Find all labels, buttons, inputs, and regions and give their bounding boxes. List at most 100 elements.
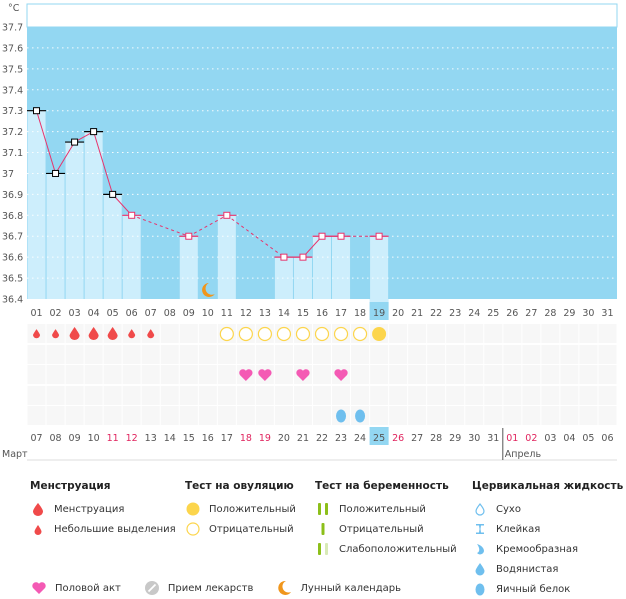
event-cell bbox=[446, 406, 465, 425]
y-tick-label: 37.6 bbox=[2, 43, 23, 54]
legend-ovulation: Тест на овуляцию Положительный Отрицател… bbox=[185, 480, 296, 539]
temp-line-segment bbox=[188, 214, 228, 237]
date-label: 31 bbox=[487, 433, 499, 444]
event-cell bbox=[179, 386, 198, 405]
event-cell bbox=[427, 345, 446, 364]
temp-bar bbox=[65, 142, 84, 299]
temp-line-segment bbox=[131, 214, 189, 237]
month-label: Март bbox=[2, 449, 28, 460]
event-cell bbox=[332, 386, 351, 405]
event-cell bbox=[351, 345, 370, 364]
date-label: 15 bbox=[183, 433, 195, 444]
event-cell bbox=[65, 386, 84, 405]
legend-item-spotting: Небольшие выделения bbox=[30, 519, 176, 539]
y-tick-label: 37.4 bbox=[2, 85, 23, 96]
menstruation-drop bbox=[69, 327, 80, 340]
event-cell bbox=[84, 386, 103, 405]
legend-title: Менструация bbox=[30, 480, 111, 492]
y-tick-label: 36.8 bbox=[2, 211, 23, 222]
event-cell bbox=[198, 345, 217, 364]
legend-cervical: Цервикальная жидкость Сухо Клейкая Кремо… bbox=[472, 480, 623, 599]
event-cell bbox=[503, 324, 522, 343]
event-cell bbox=[27, 345, 46, 364]
legend-label: Сухо bbox=[496, 503, 521, 515]
date-label: 11 bbox=[107, 433, 119, 444]
bbt-chart: 36.4 36.5 36.6 36.7 36.8 36.9 37 37.1 37.2 37.3 37… bbox=[2, 3, 618, 461]
event-cell bbox=[427, 386, 446, 405]
moon-icon bbox=[275, 580, 293, 596]
event-cell bbox=[179, 406, 198, 425]
egg-white-marker bbox=[355, 409, 366, 423]
event-cell bbox=[446, 345, 465, 364]
ovulation-negative bbox=[276, 326, 292, 342]
legend-title: Тест на овуляцию bbox=[185, 480, 294, 492]
blood-drop-large-icon bbox=[30, 502, 46, 516]
highlight-cell bbox=[369, 302, 389, 320]
empty-drop-icon bbox=[472, 502, 488, 516]
legend-label: Менструация bbox=[54, 503, 125, 515]
event-cell bbox=[408, 345, 427, 364]
legend-label: Отрицательный bbox=[209, 523, 294, 535]
event-cell bbox=[560, 324, 579, 343]
event-cell bbox=[446, 386, 465, 405]
temp-line-segment bbox=[55, 141, 76, 174]
cycle-day-label: 13 bbox=[259, 308, 271, 319]
y-tick-label: 36.6 bbox=[2, 253, 23, 264]
event-cell bbox=[84, 365, 103, 384]
event-cell bbox=[408, 365, 427, 384]
date-label: 21 bbox=[297, 433, 309, 444]
event-cell bbox=[351, 365, 370, 384]
date-label: 04 bbox=[563, 433, 575, 444]
one-line-icon bbox=[315, 522, 331, 536]
event-cell bbox=[560, 345, 579, 364]
event-cell bbox=[198, 386, 217, 405]
cycle-day-label: 31 bbox=[601, 308, 613, 319]
temp-point bbox=[185, 232, 193, 240]
cycle-day-label: 30 bbox=[582, 308, 594, 319]
event-cell bbox=[179, 365, 198, 384]
event-cell bbox=[427, 365, 446, 384]
event-cell bbox=[484, 345, 503, 364]
temp-bar bbox=[274, 257, 293, 299]
egg-white-marker bbox=[336, 409, 347, 423]
date-label: 02 bbox=[525, 433, 537, 444]
event-cell bbox=[389, 386, 408, 405]
event-cell bbox=[484, 365, 503, 384]
date-label: 23 bbox=[335, 433, 347, 444]
event-cell bbox=[370, 386, 389, 405]
legend-item-watery: Водянистая bbox=[472, 559, 623, 579]
faint-line-icon bbox=[315, 542, 331, 556]
event-cell bbox=[541, 386, 560, 405]
cycle-day-label: 29 bbox=[563, 308, 575, 319]
legend-label: Яичный белок bbox=[496, 583, 571, 595]
legend-label: Слабоположительный bbox=[339, 543, 457, 555]
cycle-day-label: 01 bbox=[30, 308, 42, 319]
date-label: 01 bbox=[506, 433, 518, 444]
event-cell bbox=[293, 345, 312, 364]
date-label: 22 bbox=[316, 433, 328, 444]
event-cell bbox=[179, 324, 198, 343]
event-cell bbox=[198, 324, 217, 343]
cycle-day-label: 12 bbox=[240, 308, 252, 319]
event-cell bbox=[560, 365, 579, 384]
y-tick-label: 37.2 bbox=[2, 127, 23, 138]
menstruation-drop bbox=[88, 327, 99, 340]
event-cell bbox=[351, 386, 370, 405]
legend-other: Половой акт Прием лекарств Лунный календ… bbox=[30, 580, 423, 596]
temp-bar bbox=[103, 194, 122, 299]
cycle-day-label: 25 bbox=[487, 308, 499, 319]
event-cell bbox=[522, 324, 541, 343]
event-cell bbox=[236, 345, 255, 364]
cycle-day-label: 02 bbox=[50, 308, 62, 319]
event-cell bbox=[255, 386, 274, 405]
temp-point bbox=[52, 169, 60, 177]
event-cell bbox=[160, 345, 179, 364]
event-cell bbox=[465, 324, 484, 343]
cycle-day-label: 17 bbox=[335, 308, 347, 319]
temp-bar bbox=[46, 173, 65, 299]
temp-bar bbox=[179, 236, 198, 299]
event-cell bbox=[160, 406, 179, 425]
legend-title: Тест на беременность bbox=[315, 480, 449, 492]
event-cell bbox=[389, 345, 408, 364]
event-cell bbox=[160, 365, 179, 384]
